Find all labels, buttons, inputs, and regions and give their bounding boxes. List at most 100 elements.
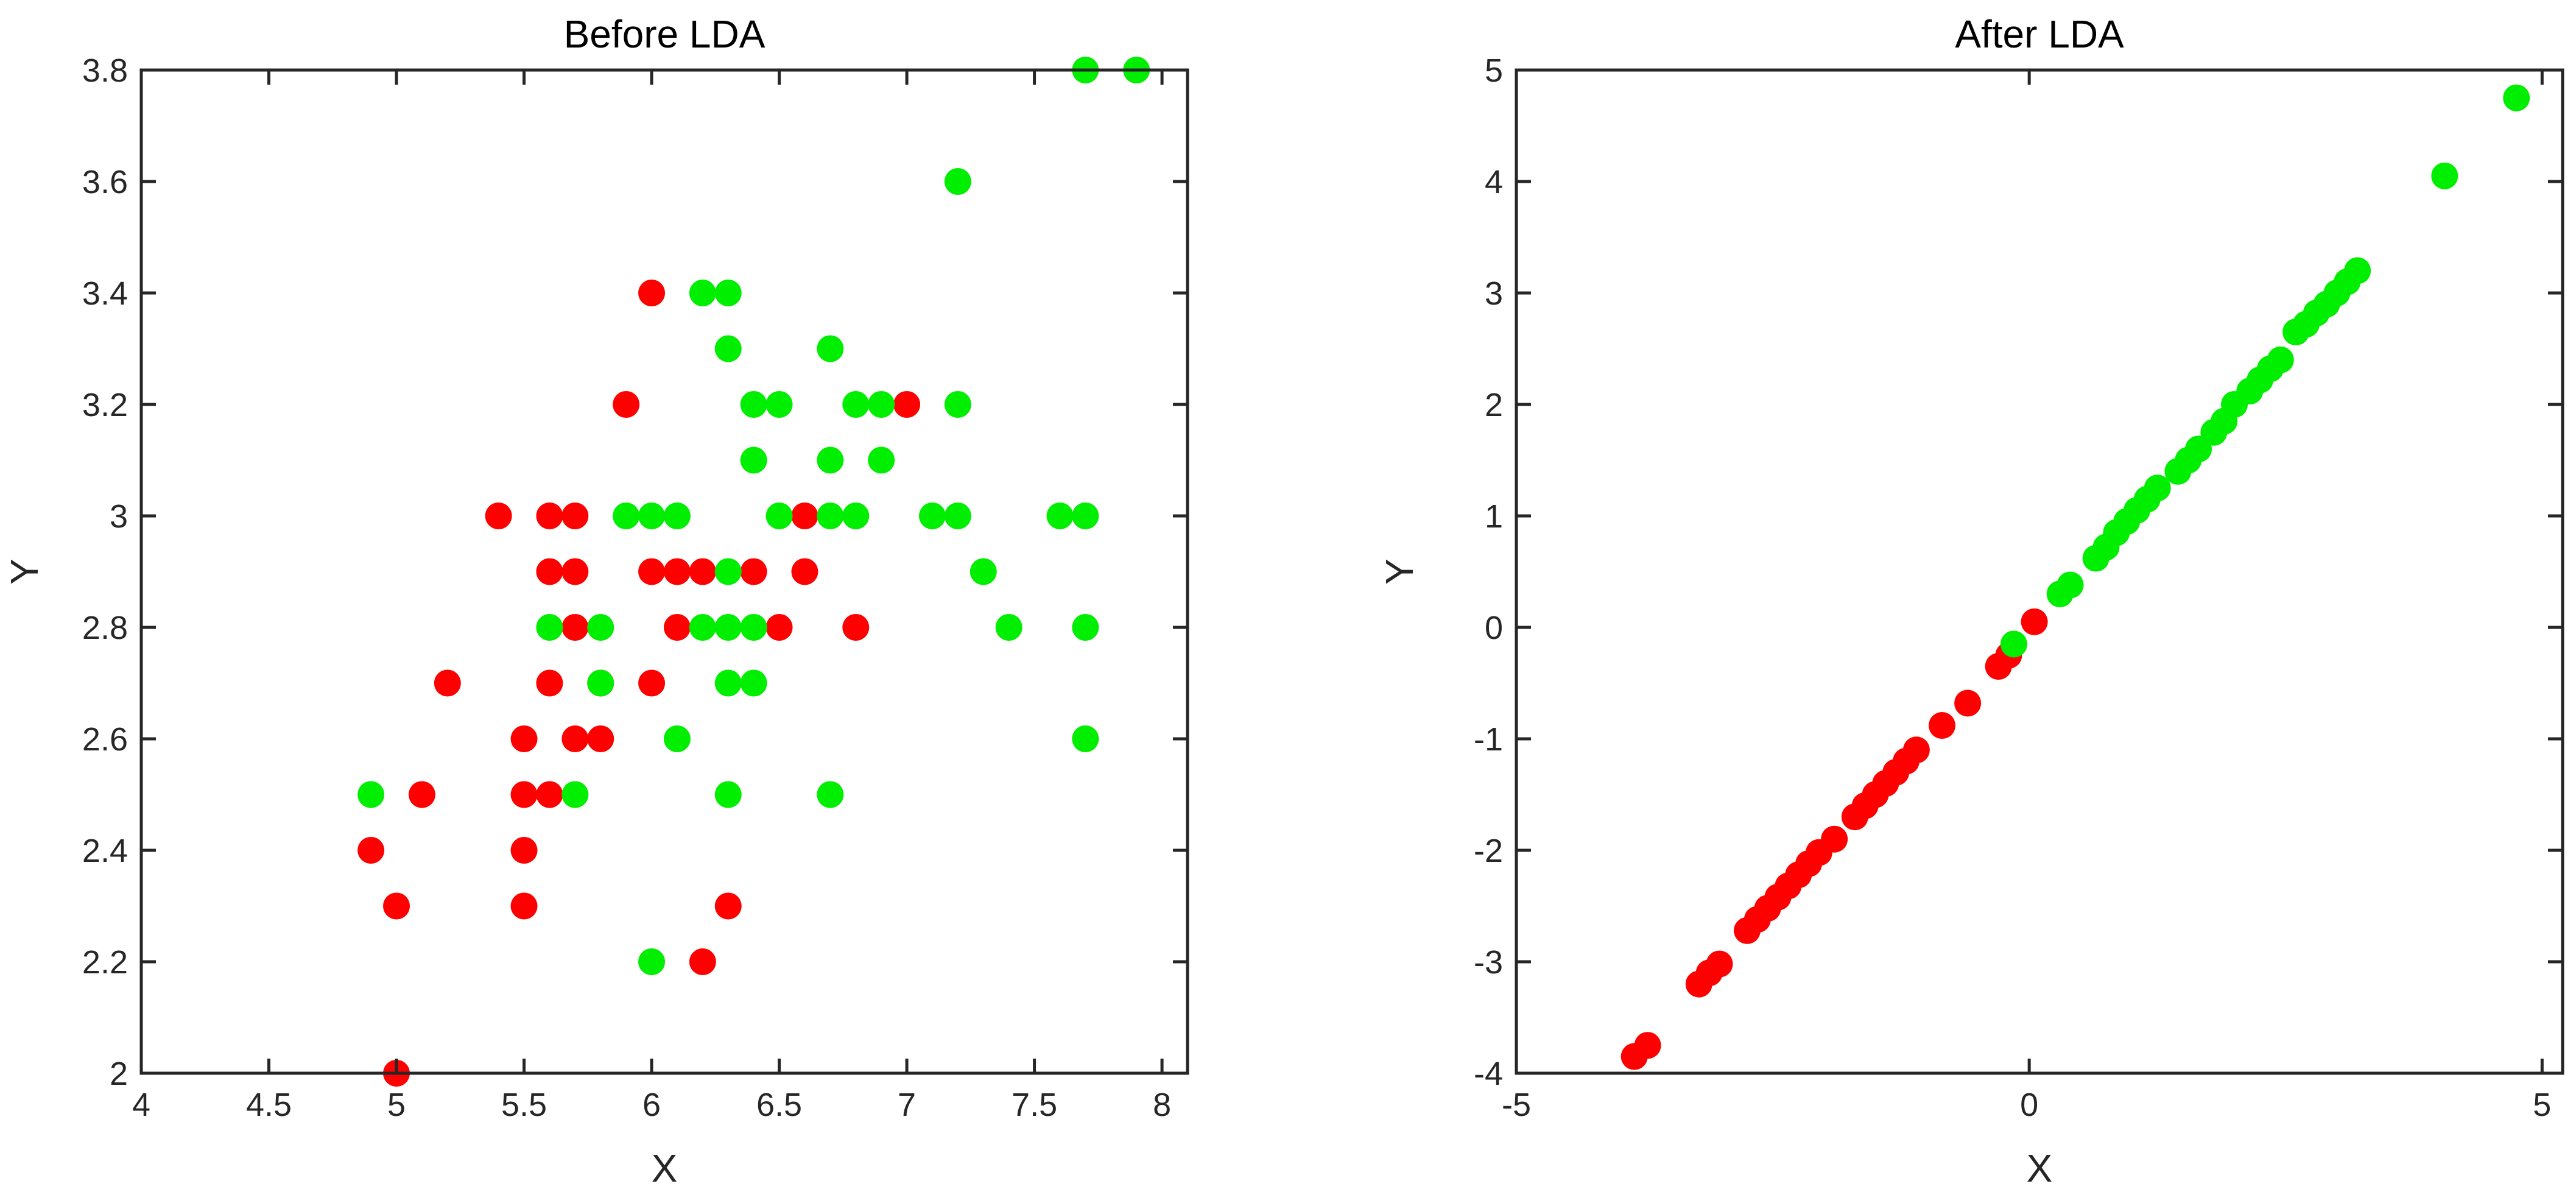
point-series-0-25 bbox=[663, 558, 691, 585]
y-tick-label: 3 bbox=[110, 498, 128, 535]
point-series-0-34 bbox=[893, 391, 921, 418]
point-series-0-20 bbox=[613, 391, 640, 418]
point-series-1-2 bbox=[2057, 571, 2084, 599]
point-series-1-14 bbox=[714, 614, 742, 641]
x-tick-label: 4 bbox=[132, 1087, 150, 1123]
point-series-0-16 bbox=[561, 558, 589, 585]
y-axis-label: Y bbox=[2, 559, 46, 585]
point-series-1-21 bbox=[740, 391, 767, 418]
point-series-1-13 bbox=[714, 669, 742, 697]
point-series-1-31 bbox=[868, 391, 895, 418]
point-series-1-7 bbox=[638, 503, 666, 529]
point-series-0-4 bbox=[434, 669, 461, 697]
axes-frame bbox=[139, 68, 1189, 1075]
point-series-1-26 bbox=[817, 446, 844, 474]
point-series-1-34 bbox=[944, 391, 971, 418]
y-tick-label: 3.2 bbox=[82, 387, 128, 423]
point-series-1-9 bbox=[2144, 474, 2171, 502]
y-tick-label: 2.8 bbox=[82, 610, 128, 646]
plot-before-lda: 4 4.5 5 5.5 6 6.5 7 7.5 8 2 2.2 2.4 2.6 2.8 3 3.2 3.4 3.6… bbox=[2, 12, 1189, 1190]
x-tick-label: 4.5 bbox=[246, 1087, 292, 1123]
point-series-0-11 bbox=[536, 669, 563, 697]
point-series-1-32 bbox=[918, 503, 946, 529]
y-tick-label: 1 bbox=[1485, 498, 1503, 535]
point-series-0-26 bbox=[689, 948, 716, 975]
point-series-1-25 bbox=[817, 503, 844, 529]
point-series-0-14 bbox=[561, 725, 589, 752]
y-tick-label: 3 bbox=[1485, 275, 1503, 312]
y-tick-label: 2.2 bbox=[82, 944, 128, 981]
point-series-1-26 bbox=[2344, 257, 2371, 284]
point-series-0-18 bbox=[587, 725, 614, 752]
point-series-1-30 bbox=[868, 446, 895, 474]
point-series-0-28 bbox=[714, 892, 742, 920]
x-tick-label: 7.5 bbox=[1012, 1087, 1057, 1123]
point-series-1-27 bbox=[817, 335, 844, 362]
point-series-1-6 bbox=[638, 948, 666, 975]
y-tick-label: -1 bbox=[1474, 721, 1503, 758]
point-series-0-1 bbox=[383, 892, 410, 920]
point-series-1-19 bbox=[2267, 346, 2294, 373]
y-tick-label: -3 bbox=[1474, 944, 1503, 981]
point-series-0-3 bbox=[408, 781, 435, 808]
plot-after-lda: -5 0 5 -4 -3 -2 -1 0 1 2 3 4 5 After LDA X Y bbox=[1378, 12, 2564, 1190]
point-series-0-13 bbox=[536, 503, 563, 529]
point-series-1-22 bbox=[765, 503, 793, 529]
point-series-1-24 bbox=[817, 781, 844, 808]
point-series-1-17 bbox=[714, 280, 742, 306]
point-series-1-9 bbox=[663, 503, 691, 529]
point-series-1-0 bbox=[357, 781, 385, 808]
point-series-0-8 bbox=[510, 781, 538, 808]
point-series-0-25 bbox=[2021, 608, 2048, 635]
point-series-0-30 bbox=[765, 614, 793, 641]
point-series-0-23 bbox=[638, 280, 666, 306]
point-series-1-35 bbox=[944, 168, 971, 195]
y-tick-label: 3.8 bbox=[82, 52, 128, 89]
point-series-0-6 bbox=[510, 892, 538, 920]
point-series-1-0 bbox=[2000, 630, 2027, 658]
point-series-1-37 bbox=[995, 614, 1022, 641]
point-series-1-40 bbox=[1072, 614, 1099, 641]
chart-title: After LDA bbox=[1955, 12, 2124, 56]
point-series-0-1 bbox=[1634, 1032, 1661, 1059]
point-series-0-13 bbox=[1821, 825, 1848, 853]
point-series-1-20 bbox=[740, 446, 767, 474]
y-tick-label: 2.6 bbox=[82, 721, 128, 758]
point-series-1-39 bbox=[1072, 725, 1099, 752]
point-series-0-22 bbox=[638, 558, 666, 585]
data-points bbox=[357, 57, 1150, 1087]
point-series-1-27 bbox=[2431, 162, 2458, 189]
point-series-1-8 bbox=[663, 725, 691, 752]
x-tick-label: 6 bbox=[642, 1087, 661, 1123]
point-series-0-29 bbox=[740, 558, 767, 585]
point-series-1-18 bbox=[740, 669, 767, 697]
y-tick-label: 5 bbox=[1485, 52, 1503, 89]
x-tick-label: 5 bbox=[2533, 1087, 2551, 1123]
point-series-1-41 bbox=[1072, 503, 1099, 529]
point-series-0-22 bbox=[1954, 689, 1982, 717]
point-series-0-10 bbox=[536, 781, 563, 808]
x-tick-label: 7 bbox=[898, 1087, 916, 1123]
point-series-0-20 bbox=[1902, 736, 1930, 764]
point-series-1-19 bbox=[740, 614, 767, 641]
point-series-0-9 bbox=[510, 725, 538, 752]
point-series-0-21 bbox=[1928, 712, 1955, 739]
y-tick-label: -2 bbox=[1474, 833, 1503, 869]
point-series-1-3 bbox=[587, 669, 614, 697]
axes-frame bbox=[1515, 68, 2564, 1075]
point-series-0-27 bbox=[689, 558, 716, 585]
x-tick-label: -5 bbox=[1502, 1087, 1531, 1123]
point-series-0-4 bbox=[1706, 950, 1733, 978]
point-series-1-28 bbox=[2503, 84, 2530, 111]
data-points bbox=[1621, 84, 2530, 1070]
point-series-1-36 bbox=[970, 558, 997, 585]
point-series-0-32 bbox=[791, 503, 818, 529]
x-tick-label: 5.5 bbox=[501, 1087, 547, 1123]
point-series-1-10 bbox=[689, 614, 716, 641]
x-axis-label: X bbox=[652, 1146, 678, 1190]
point-series-0-15 bbox=[561, 614, 589, 641]
point-series-1-4 bbox=[587, 614, 614, 641]
x-axis-label: X bbox=[2027, 1146, 2053, 1190]
y-tick-label: 2.4 bbox=[82, 833, 128, 869]
